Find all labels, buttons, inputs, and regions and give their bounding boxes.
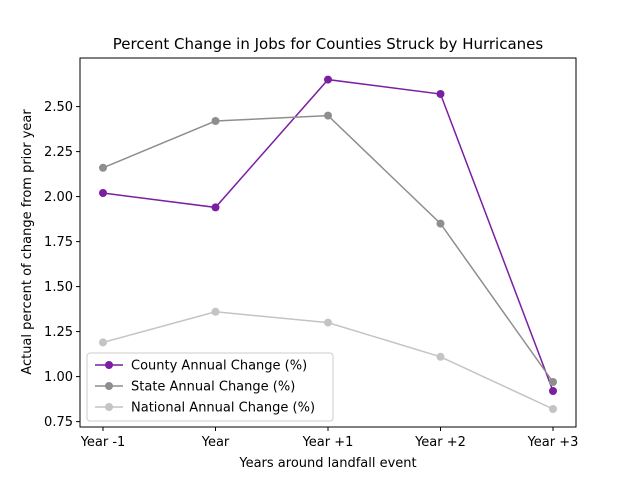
series-1	[99, 75, 557, 395]
data-point	[436, 90, 445, 98]
data-point	[324, 111, 332, 120]
data-point	[549, 378, 557, 386]
y-axis-ticks: 0.75 1.00 1.25 1.50 1.75 2.00 2.25 2.50	[44, 100, 80, 430]
x-axis-ticks: Year -1 Year Year +1 Year +2 Year +3	[80, 427, 579, 450]
y-tick-label: 1.25	[44, 325, 73, 340]
data-point	[211, 203, 220, 212]
legend-item: National Annual Change (%)	[95, 401, 315, 416]
data-point	[549, 387, 557, 395]
data-point	[99, 338, 107, 347]
legend-label: State Annual Change (%)	[131, 380, 295, 395]
data-point	[324, 75, 332, 84]
y-tick-label: 2.25	[44, 145, 73, 160]
y-tick-label: 1.50	[44, 280, 73, 295]
legend-label: National Annual Change (%)	[131, 401, 315, 416]
x-tick-label: Year -1	[80, 435, 126, 450]
y-axis-label: Actual percent of change from prior year	[20, 109, 35, 375]
legend-item: State Annual Change (%)	[95, 380, 295, 395]
legend-marker	[105, 361, 113, 369]
x-tick-label: Year +2	[414, 435, 466, 450]
x-tick-label: Year +3	[527, 435, 579, 450]
data-point	[211, 307, 220, 316]
x-tick-label: Year +1	[302, 435, 354, 450]
series-3	[99, 307, 557, 413]
y-tick-label: 0.75	[44, 415, 73, 430]
chart-title: Percent Change in Jobs for Counties Stru…	[113, 35, 544, 53]
legend-marker	[105, 403, 113, 411]
data-point	[436, 219, 445, 228]
legend-label: County Annual Change (%)	[131, 359, 307, 374]
series-2	[99, 111, 557, 386]
legend-box	[86, 352, 334, 422]
x-tick-label: Year	[201, 435, 230, 450]
x-axis-label: Years around landfall event	[238, 456, 416, 471]
y-tick-label: 1.75	[44, 235, 73, 250]
legend-item: County Annual Change (%)	[95, 359, 307, 374]
data-point	[549, 405, 557, 413]
legend: County Annual Change (%) State Annual Cha…	[86, 352, 334, 422]
data-point	[436, 352, 445, 361]
y-tick-label: 1.00	[44, 370, 73, 385]
legend-marker	[105, 382, 113, 390]
y-tick-label: 2.50	[44, 100, 73, 115]
data-point	[211, 117, 220, 125]
y-tick-label: 2.00	[44, 190, 73, 205]
data-point	[99, 163, 107, 172]
data-point	[324, 318, 332, 327]
data-point	[99, 189, 107, 197]
series-group	[99, 75, 557, 413]
